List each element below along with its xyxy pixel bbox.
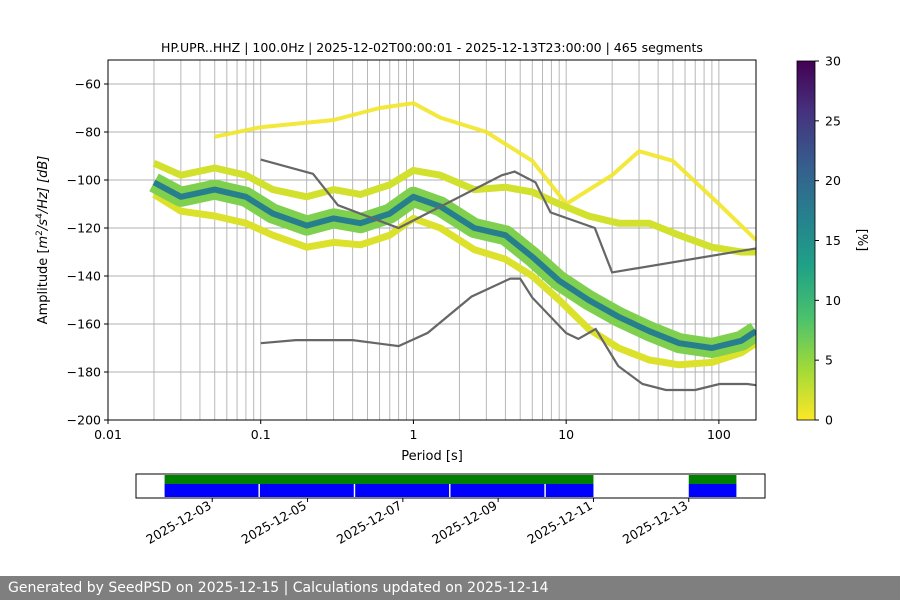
y-axis-label: Amplitude [m2/s4/Hz] [dB]	[35, 156, 51, 325]
colorbar-tick-label: 5	[825, 353, 833, 368]
psd-figure: HP.UPR..HHZ | 100.0Hz | 2025-12-02T00:00…	[35, 40, 869, 547]
data-availability-span	[688, 484, 737, 497]
colorbar-tick-label: 0	[825, 413, 833, 428]
colorbar-tick-label: 30	[825, 54, 841, 69]
date-tick-label: 2025-12-11	[525, 498, 595, 547]
psd-band-upper-spread	[152, 160, 756, 256]
y-tick-label: −140	[67, 269, 101, 284]
colorbar	[796, 60, 816, 421]
data-availability-span	[259, 484, 354, 497]
y-tick-label: −160	[67, 317, 101, 332]
y-tick-label: −120	[67, 221, 101, 236]
y-tick-label: −100	[67, 173, 101, 188]
x-axis-label: Period [s]	[401, 449, 463, 464]
psd-heatmap	[149, 101, 756, 369]
chart-title: HP.UPR..HHZ | 100.0Hz | 2025-12-02T00:00…	[161, 40, 703, 55]
y-tick-label: −180	[67, 365, 101, 380]
colorbar-ticks: 0 5 10 15 20 25 30	[815, 54, 841, 428]
psd-band-mode	[152, 179, 756, 351]
x-tick-label: 100	[707, 427, 731, 442]
noise-models	[260, 158, 756, 392]
x-tick-label: 10	[558, 427, 574, 442]
colorbar-tick-label: 20	[825, 173, 841, 188]
psd-band-lower-spread	[152, 191, 756, 369]
colorbar-label: [%]	[854, 229, 869, 252]
footer-bar: Generated by SeedPSD on 2025-12-15 | Cal…	[0, 576, 900, 600]
data-availability-span	[355, 484, 450, 497]
colorbar-tick-label: 15	[825, 233, 841, 248]
date-tick-label: 2025-12-07	[334, 498, 404, 547]
date-tick-label: 2025-12-09	[429, 498, 499, 547]
data-availability-span	[545, 484, 594, 497]
x-axis: 0.01 0.1 1 10 100	[94, 420, 731, 442]
colorbar-tick-label: 10	[825, 293, 841, 308]
noise-model-nhnm	[260, 158, 756, 274]
y-tick-label: −60	[75, 77, 101, 92]
data-availability-span	[450, 484, 545, 497]
psd-availability-span	[688, 475, 737, 484]
x-tick-label: 0.1	[251, 427, 271, 442]
psd-band-rare-high	[214, 101, 756, 242]
footer-text: Generated by SeedPSD on 2025-12-15 | Cal…	[8, 580, 549, 596]
data-availability-span	[164, 484, 259, 497]
date-tick-label: 2025-12-03	[143, 498, 213, 547]
date-tick-label: 2025-12-05	[239, 498, 309, 547]
x-tick-label: 1	[409, 427, 417, 442]
psd-axes-frame	[107, 59, 757, 421]
availability-bars	[164, 475, 737, 497]
y-tick-label: −80	[75, 125, 101, 140]
date-tick-label: 2025-12-13	[620, 498, 690, 547]
colorbar-tick-label: 25	[825, 113, 841, 128]
y-axis-label-prefix: Amplitude [	[36, 248, 51, 324]
y-axis: −200 −180 −160 −140 −120 −100 −80 −60	[67, 77, 108, 428]
y-axis-label-suffix: /Hz] [dB]	[36, 156, 51, 215]
noise-model-nlnm	[260, 277, 756, 392]
availability-dates: 2025-12-03 2025-12-05 2025-12-07 2025-12-09…	[143, 498, 690, 547]
x-tick-label: 0.01	[94, 427, 122, 442]
y-tick-label: −200	[67, 413, 101, 428]
psd-availability-span	[164, 475, 594, 484]
